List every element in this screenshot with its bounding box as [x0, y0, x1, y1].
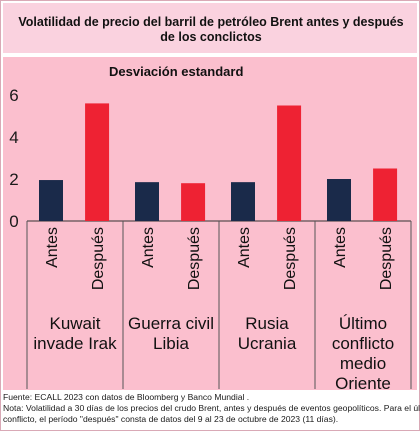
title-box: Volatilidad de precio del barril de petr…: [3, 3, 417, 53]
y-axis-label: Desviación estandard: [109, 64, 243, 79]
bar-antes: [231, 182, 255, 221]
category-label: medio: [340, 354, 386, 373]
y-tick-label: 0: [9, 212, 18, 231]
plot-area: [3, 57, 417, 390]
footer-notes: Fuente: ECALL 2023 con datos de Bloomber…: [3, 392, 420, 425]
bar-antes: [135, 182, 159, 221]
series-label: Después: [90, 227, 107, 290]
category-label: Rusia: [245, 314, 289, 333]
bar-después: [85, 103, 110, 221]
note-line-2: conflicto, el período "después" consta d…: [3, 414, 339, 424]
y-tick-label: 2: [9, 170, 18, 189]
category-label: Último: [339, 314, 387, 333]
bar-antes: [327, 179, 351, 221]
chart-title: Volatilidad de precio del barril de petr…: [18, 15, 404, 44]
series-label: Antes: [44, 227, 61, 268]
category-label: Kuwait: [49, 314, 100, 333]
source-note: Fuente: ECALL 2023 con datos de Bloomber…: [3, 392, 250, 402]
note-line-1: Nota: Volatilidad a 30 días de los preci…: [3, 403, 420, 413]
bar-después: [373, 168, 398, 221]
series-label: Después: [378, 227, 395, 290]
bar-chart: Desviación estandard 0 2 4 6 Antes Después Kuwa…: [9, 64, 412, 393]
series-label: Después: [186, 227, 203, 290]
category-label: Libia: [153, 334, 189, 353]
series-label: Antes: [140, 227, 157, 268]
y-tick-label: 6: [9, 86, 18, 105]
category-label: Ucrania: [238, 334, 297, 353]
series-label: Después: [282, 227, 299, 290]
series-label: Antes: [332, 227, 349, 268]
bar-antes: [39, 180, 63, 221]
series-label: Antes: [236, 227, 253, 268]
bar-después: [277, 105, 302, 221]
category-label: Oriente: [335, 374, 391, 393]
category-label: invade Irak: [33, 334, 117, 353]
category-label: Guerra civil: [128, 314, 214, 333]
y-tick-label: 4: [9, 128, 18, 147]
bar-después: [181, 183, 206, 221]
category-label: conflicto: [332, 334, 394, 353]
